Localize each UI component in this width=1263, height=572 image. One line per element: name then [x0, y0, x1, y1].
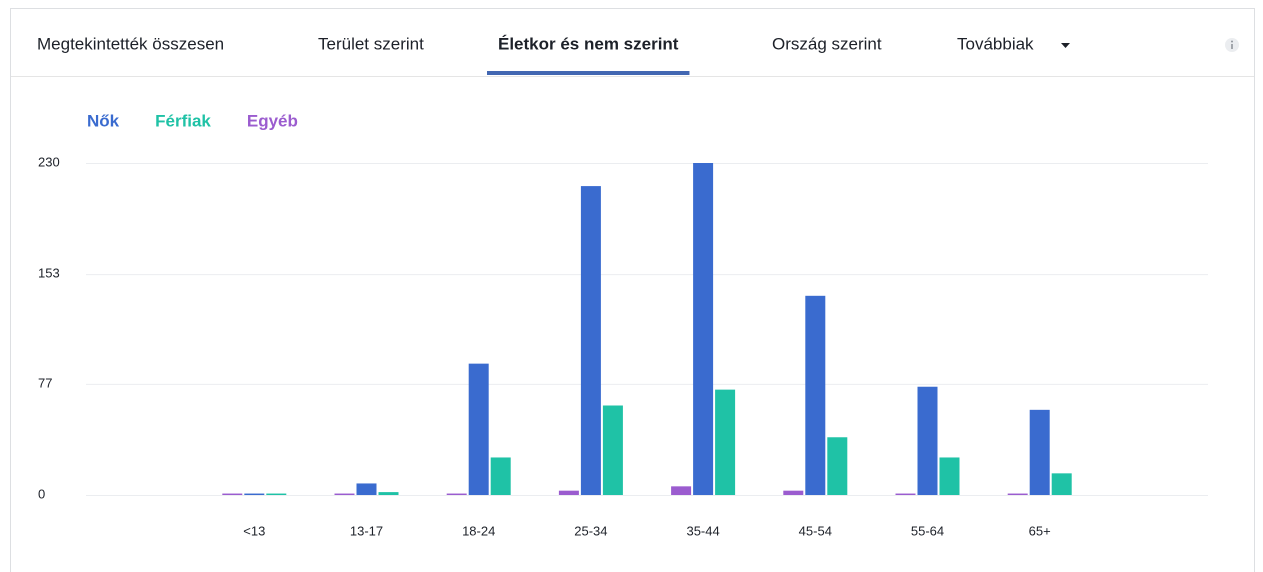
- dropdown-caret[interactable]: [1061, 43, 1070, 48]
- tab[interactable]: Megtekintették összesen: [37, 34, 224, 53]
- active-tab-underline: [487, 71, 690, 75]
- y-tick-label: 153: [38, 266, 60, 281]
- bar: [580, 186, 601, 496]
- y-tick-label: 77: [38, 375, 52, 390]
- x-tick-label: 45-54: [799, 523, 832, 538]
- info-icon-glyph: [1231, 44, 1233, 49]
- x-tick-label: 18-24: [462, 523, 495, 538]
- bar: [378, 492, 399, 495]
- bar: [895, 493, 916, 495]
- bar: [1051, 473, 1072, 495]
- bar: [490, 457, 511, 495]
- x-tick-label: 13-17: [350, 523, 383, 538]
- x-tick-label: 55-64: [911, 523, 944, 538]
- bar: [783, 490, 804, 495]
- bar: [1029, 409, 1050, 495]
- bar: [356, 483, 377, 495]
- bar: [693, 163, 714, 495]
- info-icon-dot: [1231, 40, 1233, 43]
- y-tick-label: 230: [38, 154, 60, 169]
- y-tick-label: 0: [38, 486, 45, 501]
- bar: [222, 493, 243, 495]
- tab[interactable]: Terület szerint: [318, 34, 424, 53]
- tab[interactable]: Továbbiak: [957, 34, 1034, 53]
- legend-entry[interactable]: Egyéb: [247, 111, 298, 130]
- bar: [917, 386, 938, 495]
- bar: [602, 405, 623, 495]
- bar: [671, 486, 692, 495]
- x-tick-label: 35-44: [686, 523, 719, 538]
- bar: [446, 493, 467, 495]
- tab[interactable]: Életkor és nem szerint: [498, 34, 679, 53]
- bar: [827, 437, 848, 495]
- x-tick-label: 65+: [1029, 523, 1051, 538]
- bar: [715, 389, 736, 495]
- bar: [468, 363, 489, 495]
- bar: [244, 493, 265, 495]
- bar: [266, 493, 287, 495]
- x-tick-label: 25-34: [574, 523, 607, 538]
- legend-entry[interactable]: Nők: [87, 111, 120, 130]
- bar: [939, 457, 960, 495]
- bar: [1007, 493, 1028, 495]
- x-tick-label: <13: [243, 523, 265, 538]
- bar: [805, 295, 826, 495]
- bar: [558, 490, 579, 495]
- tab[interactable]: Ország szerint: [772, 34, 882, 53]
- legend-entry[interactable]: Férfiak: [155, 111, 211, 130]
- bar: [334, 493, 355, 495]
